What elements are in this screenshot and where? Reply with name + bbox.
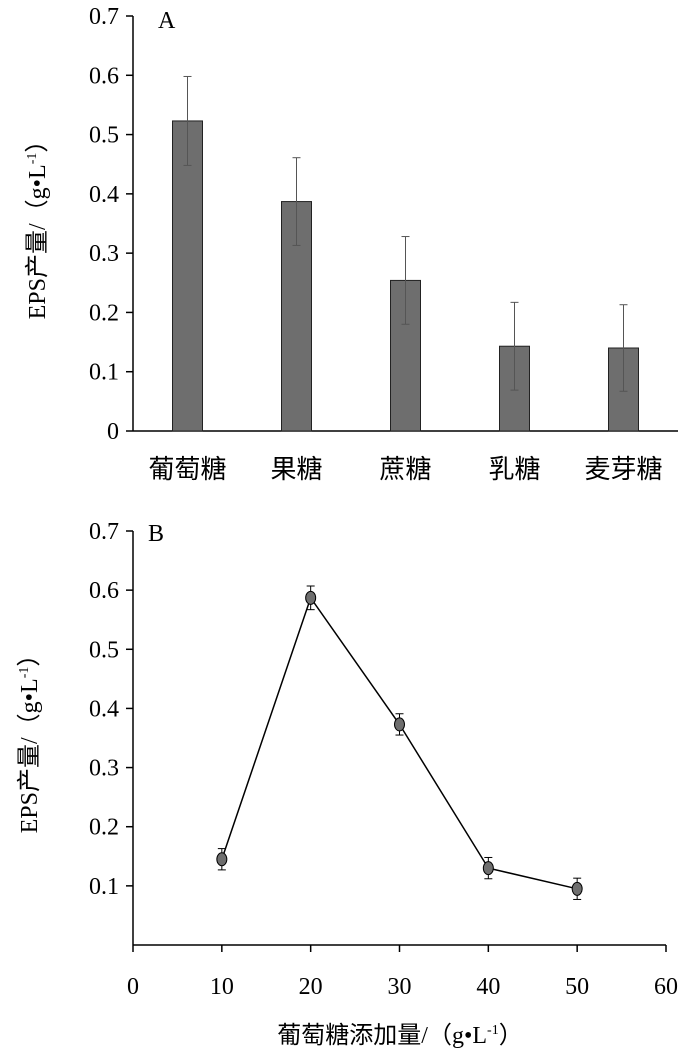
chart-a-bars [172,75,639,432]
chart-a-bar [172,120,203,432]
chart-a-y-tick-label: 0.6 [89,63,119,89]
chart-a-y-axis-label: EPS产量/（g•L-1） [24,129,51,320]
chart-b-y-tick-label: 0.2 [89,815,119,841]
chart-a-x-tick-label: 葡萄糖 [148,455,226,484]
chart-a-x-tick-label: 果糖 [270,455,322,484]
chart-b-x-tick-label: 0 [127,974,139,1000]
chart-b-y-tick-label: 0.1 [89,874,119,900]
chart-b-data-point [216,852,228,867]
chart-b-data-point [394,717,405,732]
chart-b-x-ticks: 0 10 20 30 40 50 60 [127,945,678,1000]
chart-a: A 0 0.1 0.2 0.3 0.4 0.5 0.6 0.7 葡萄糖 果糖 蔗糖 乳糖 麦芽糖 EP… [24,4,678,484]
chart-b-data-point [571,881,583,896]
chart-a-x-tick-labels: 葡萄糖 果糖 蔗糖 乳糖 麦芽糖 [148,455,662,484]
chart-a-y-tick-label: 0.5 [89,123,119,149]
chart-a-x-tick-label: 乳糖 [488,455,540,484]
chart-b: B 0.1 0.2 0.3 0.4 0.5 0.6 0.7 0 10 20 30 40 50 60 EP… [16,519,678,1049]
chart-b-x-tick-label: 60 [654,974,678,1000]
chart-a-y-tick-label: 0.2 [89,300,119,326]
chart-a-bar [281,201,312,432]
chart-b-y-ticks: 0.1 0.2 0.3 0.4 0.5 0.6 0.7 [89,519,133,900]
chart-a-y-tick-label: 0 [107,419,119,445]
chart-b-y-axis-label: EPS产量/（g•L-1） [16,643,43,834]
chart-b-series-line [221,596,578,890]
chart-a-y-tick-label: 0.3 [89,241,119,267]
chart-a-y-tick-label: 0.1 [89,360,119,386]
chart-a-x-tick-label: 麦芽糖 [584,455,662,484]
chart-b-y-tick-label: 0.3 [89,756,119,782]
chart-b-data-point [305,590,317,605]
chart-b-y-tick-label: 0.6 [89,578,119,604]
chart-b-x-tick-label: 40 [476,974,500,1000]
chart-b-y-tick-label: 0.7 [89,519,119,545]
chart-b-x-tick-label: 30 [388,974,412,1000]
chart-b-y-tick-label: 0.4 [89,696,119,722]
chart-a-y-tick-label: 0.4 [89,182,119,208]
chart-b-x-tick-label: 10 [210,974,234,1000]
chart-b-panel-label: B [148,521,164,547]
chart-a-panel-label: A [158,8,176,34]
chart-a-y-tick-label: 0.7 [89,4,119,30]
chart-b-x-tick-label: 50 [565,974,589,1000]
chart-b-y-tick-label: 0.5 [89,637,119,663]
chart-b-x-axis-label: 葡萄糖添加量/（g•L-1） [277,1022,522,1049]
chart-b-x-tick-label: 20 [299,974,323,1000]
chart-a-y-ticks: 0 0.1 0.2 0.3 0.4 0.5 0.6 0.7 [89,4,133,445]
chart-b-series [216,585,583,900]
chart-a-x-tick-label: 蔗糖 [379,455,431,484]
chart-b-data-point [482,861,494,876]
